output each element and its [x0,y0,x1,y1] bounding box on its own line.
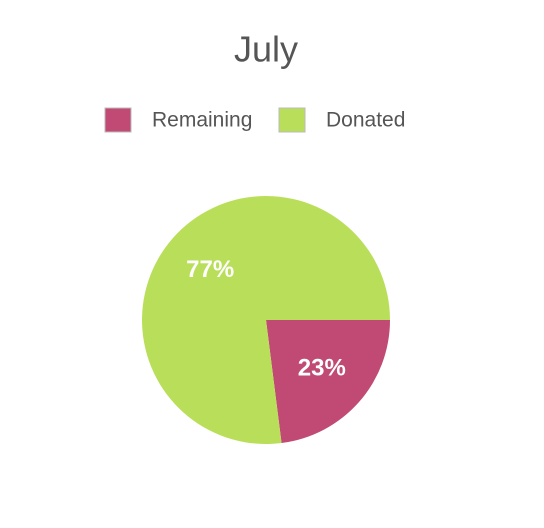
legend-label: Remaining [152,109,252,132]
pie-slice [141,195,390,444]
legend-swatch [104,107,132,133]
data-label: 23% [298,355,346,382]
legend-label: Donated [326,109,405,132]
legend-swatch [278,107,306,133]
chart-title: July [234,29,298,70]
data-label: 77% [186,256,234,283]
pie-slice [266,320,390,444]
